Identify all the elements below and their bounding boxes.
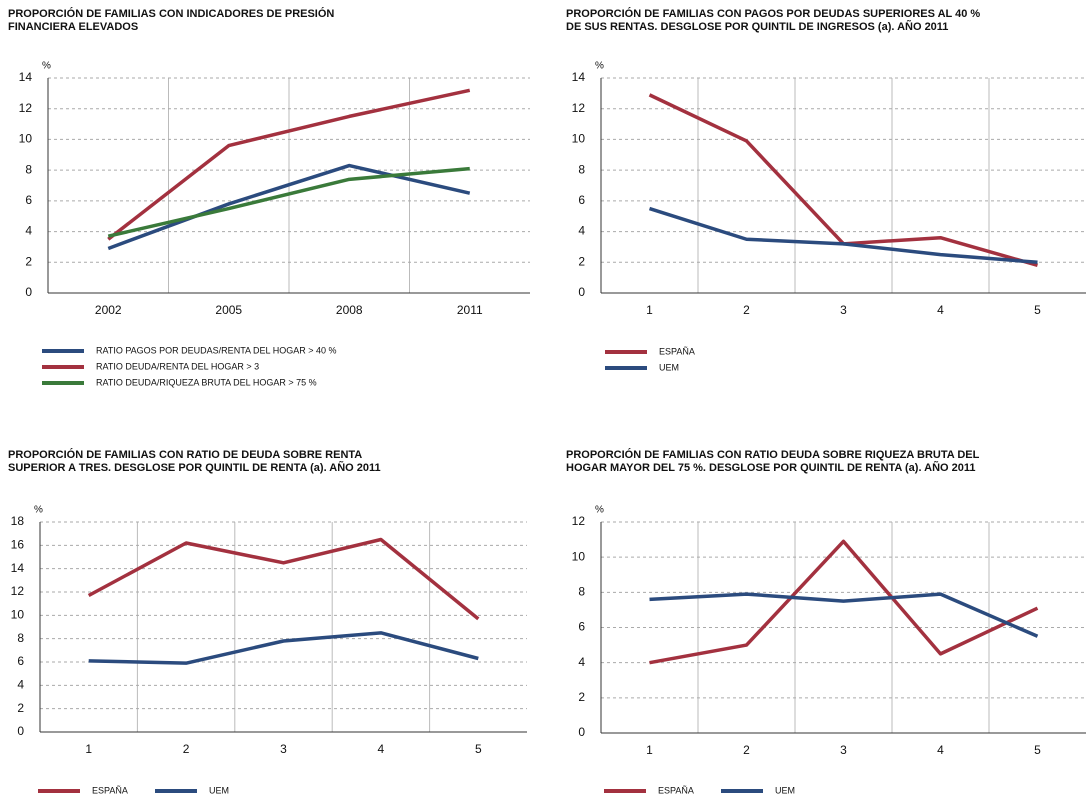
legend-label: ESPAÑA (92, 785, 128, 795)
chart-title: PROPORCIÓN DE FAMILIAS CON RATIO DEUDA S… (566, 448, 980, 461)
legend-label: UEM (659, 362, 679, 372)
y-tick-label: 4 (25, 224, 32, 238)
legend-label: ESPAÑA (659, 346, 695, 356)
series-line (648, 93, 1038, 268)
legend-label: UEM (775, 785, 795, 795)
x-tick-label: 5 (1034, 743, 1041, 757)
y-tick-label: 14 (572, 70, 586, 84)
chart-title: PROPORCIÓN DE FAMILIAS CON RATIO DE DEUD… (8, 448, 362, 461)
series-line (649, 539, 1039, 665)
x-tick-label: 3 (840, 303, 847, 317)
chart-title: DE SUS RENTAS. DESGLOSE POR QUINTIL DE I… (566, 20, 948, 33)
series-line (107, 88, 471, 241)
legend-label: ESPAÑA (658, 785, 694, 795)
x-tick-label: 5 (1034, 303, 1041, 317)
y-unit: % (42, 61, 51, 72)
chart-title: PROPORCIÓN DE FAMILIAS CON INDICADORES D… (8, 7, 334, 20)
y-unit: % (595, 61, 604, 72)
chart-title: SUPERIOR A TRES. DESGLOSE POR QUINTIL DE… (8, 461, 381, 474)
x-tick-label: 2008 (336, 303, 363, 317)
legend-label: RATIO DEUDA/RENTA DEL HOGAR > 3 (96, 361, 259, 371)
y-tick-label: 6 (578, 620, 585, 634)
y-tick-label: 16 (11, 538, 25, 552)
x-tick-label: 1 (646, 303, 653, 317)
x-tick-label: 4 (378, 742, 385, 756)
y-tick-label: 4 (578, 224, 585, 238)
y-tick-label: 0 (578, 285, 585, 299)
y-tick-label: 12 (572, 514, 586, 528)
x-tick-label: 2011 (457, 303, 483, 317)
x-tick-label: 2002 (95, 303, 122, 317)
y-tick-label: 4 (578, 655, 585, 669)
legend-label: UEM (209, 785, 229, 795)
y-tick-label: 18 (11, 514, 25, 528)
x-tick-label: 4 (937, 303, 944, 317)
chart-title: FINANCIERA ELEVADOS (8, 21, 138, 33)
y-tick-label: 12 (11, 584, 25, 598)
y-tick-label: 4 (17, 678, 24, 692)
chart-title: PROPORCIÓN DE FAMILIAS CON PAGOS POR DEU… (566, 7, 980, 20)
x-tick-label: 3 (840, 743, 847, 757)
y-tick-label: 2 (578, 690, 585, 704)
y-tick-label: 6 (25, 193, 32, 207)
y-tick-label: 0 (25, 285, 32, 299)
x-tick-label: 2 (183, 742, 190, 756)
y-tick-label: 14 (19, 70, 33, 84)
legend-label: RATIO PAGOS POR DEUDAS/RENTA DEL HOGAR >… (96, 345, 336, 355)
legend-label: RATIO DEUDA/RIQUEZA BRUTA DEL HOGAR > 75… (96, 377, 317, 387)
y-tick-label: 12 (19, 101, 33, 115)
y-unit: % (595, 505, 604, 516)
x-tick-label: 3 (280, 742, 287, 756)
x-tick-label: 5 (475, 742, 482, 756)
y-tick-label: 2 (25, 254, 32, 268)
x-tick-label: 4 (937, 743, 944, 757)
y-tick-label: 14 (11, 561, 25, 575)
y-tick-label: 10 (572, 549, 586, 563)
series-line (649, 592, 1039, 638)
y-tick-label: 8 (25, 162, 32, 176)
x-tick-label: 2 (743, 743, 750, 757)
y-tick-label: 0 (578, 725, 585, 739)
y-unit: % (34, 505, 43, 516)
y-tick-label: 10 (11, 608, 25, 622)
y-tick-label: 6 (578, 193, 585, 207)
series-line (107, 163, 471, 251)
x-tick-label: 2005 (215, 303, 242, 317)
chart-title: HOGAR MAYOR DEL 75 %. DESGLOSE POR QUINT… (566, 461, 976, 474)
x-tick-label: 1 (646, 743, 653, 757)
series-line (88, 631, 479, 665)
x-tick-label: 2 (743, 303, 750, 317)
y-tick-label: 8 (578, 585, 585, 599)
y-tick-label: 8 (578, 162, 585, 176)
series-line (87, 537, 480, 621)
y-tick-label: 2 (578, 254, 585, 268)
y-tick-label: 8 (17, 631, 24, 645)
y-tick-label: 2 (17, 701, 24, 715)
series-line (107, 166, 470, 238)
y-tick-label: 0 (17, 724, 24, 738)
y-tick-label: 12 (572, 101, 586, 115)
y-tick-label: 10 (572, 132, 586, 146)
series-line (648, 206, 1038, 265)
y-tick-label: 6 (17, 654, 24, 668)
x-tick-label: 1 (85, 742, 92, 756)
y-tick-label: 10 (19, 132, 33, 146)
